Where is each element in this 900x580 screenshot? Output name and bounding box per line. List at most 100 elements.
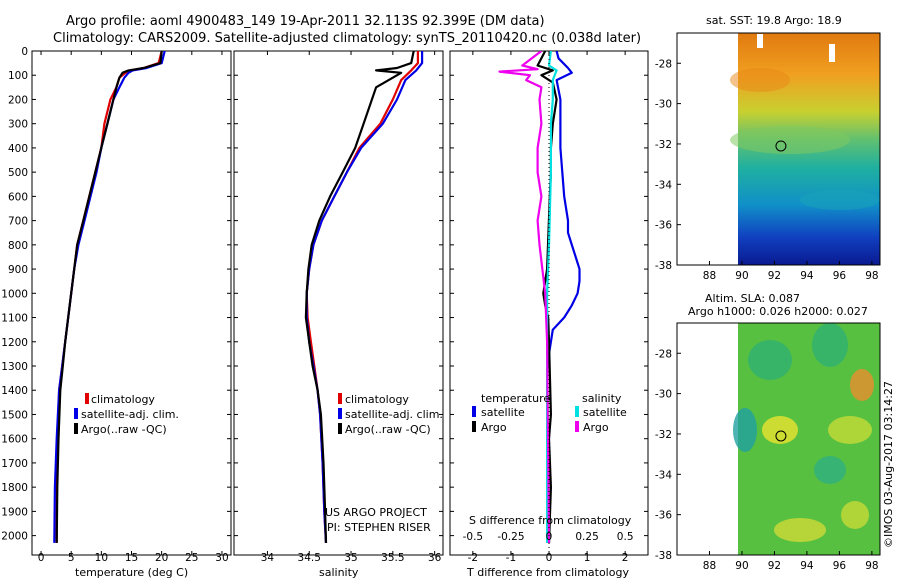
- legend-swatch-t-satellite: [472, 406, 476, 417]
- legend-swatch-satellite: [338, 408, 342, 419]
- x-top-tick-label: -0.5: [463, 531, 484, 543]
- legend-header-temperature: temperature: [481, 392, 550, 405]
- map-lat-label: -28: [655, 348, 672, 360]
- sla-heatmap-patch: [748, 340, 792, 380]
- x-tick-label: 20: [155, 552, 168, 564]
- map-lat-label: -30: [655, 99, 672, 111]
- x-tick-label: 34: [261, 552, 275, 564]
- map-lon-label: 88: [703, 560, 716, 572]
- x-tick-labels: 0 5 10 15 20 25 30 34 34.5 35 35.5 36 -2 -1 0 1 2 -0.5 -0.…: [38, 531, 634, 564]
- series-line-salinity-argo: [498, 51, 551, 543]
- map-lon-label: 92: [768, 560, 781, 572]
- legend-header-salinity: salinity: [582, 392, 622, 405]
- x-tick-label: 35.5: [381, 552, 404, 564]
- sst-map: [676, 32, 881, 266]
- map-lon-label: 92: [768, 270, 781, 282]
- map-lon-label: 98: [865, 270, 878, 282]
- map-lat-label: -34: [655, 179, 672, 191]
- salinity-legend: climatology satellite-adj. clim. Argo(..…: [325, 393, 443, 534]
- depth-tick-label: 2000: [1, 531, 28, 543]
- project-annotation: US ARGO PROJECT: [325, 506, 427, 519]
- depth-tick-label: 300: [8, 119, 28, 131]
- legend-label: satellite-adj. clim.: [345, 408, 443, 421]
- legend-label: Argo: [583, 421, 609, 434]
- salinity-xlabel: salinity: [319, 566, 359, 579]
- title-line-1: Argo profile: aoml 4900483_149 19-Apr-20…: [66, 14, 545, 29]
- x-tick-label: 5: [68, 552, 75, 564]
- legend-label: climatology: [91, 393, 155, 406]
- depth-tick-label: 1900: [1, 506, 28, 518]
- title-line-2: Climatology: CARS2009. Satellite-adjuste…: [53, 31, 641, 46]
- sst-map-title: sat. SST: 19.8 Argo: 18.9: [706, 14, 842, 27]
- x-tick-label: 35: [344, 552, 357, 564]
- depth-tick-label: 1200: [1, 337, 28, 349]
- legend-label: satellite: [481, 406, 525, 419]
- sst-missing-data: [829, 44, 835, 62]
- map-lat-label: -30: [655, 389, 672, 401]
- s-diff-xlabel: S difference from climatology: [469, 514, 632, 527]
- map-lat-label: -36: [655, 510, 672, 522]
- x-top-tick-label: 0: [546, 531, 553, 543]
- depth-tick-label: 400: [8, 143, 28, 155]
- map-lat-label: -38: [655, 260, 672, 272]
- legend-label: satellite-adj. clim.: [81, 408, 179, 421]
- x-tick-label: -1: [506, 552, 516, 564]
- depth-tick-label: 500: [8, 167, 28, 179]
- map-lon-label: 94: [800, 270, 814, 282]
- depth-tick-label: 0: [21, 46, 28, 58]
- sst-heatmap-patch: [800, 190, 880, 210]
- sst-heatmap-patch: [730, 126, 850, 154]
- imos-credit: ©IMOS 03-Aug-2017 03:14:27: [882, 381, 895, 548]
- sla-map-axes: [676, 322, 881, 556]
- legend-swatch-argo: [74, 423, 78, 434]
- sla-heatmap-patch: [733, 408, 757, 452]
- sla-map: [676, 322, 881, 556]
- depth-tick-label: 100: [8, 70, 28, 82]
- x-tick-label: 1: [584, 552, 591, 564]
- sla-heatmap-patch: [850, 369, 874, 401]
- axis-ticks: [32, 50, 648, 555]
- map-lon-label: 94: [800, 560, 814, 572]
- salinity-axes: [233, 50, 444, 556]
- map-tick-labels: 88 90 92 94 96 98 -28 -30 -32 -34 -36 -38 88 90 92 94 96…: [655, 58, 879, 572]
- sla-heatmap-patch: [762, 416, 798, 444]
- x-tick-label: 15: [125, 552, 138, 564]
- map-lon-label: 98: [865, 560, 878, 572]
- depth-tick-label: 900: [8, 264, 28, 276]
- map-lat-label: -36: [655, 220, 672, 232]
- argo-position-marker: [775, 430, 787, 442]
- x-tick-label: 2: [622, 552, 629, 564]
- map-lon-label: 90: [735, 560, 748, 572]
- map-lat-label: -32: [655, 139, 672, 151]
- sla-heatmap-patch: [841, 501, 869, 529]
- depth-tick-label: 1100: [1, 313, 28, 325]
- series-line-temperature-satellite: [545, 51, 581, 543]
- legend-swatch-s-satellite: [575, 406, 579, 417]
- x-tick-label: 10: [95, 552, 108, 564]
- sst-missing-data: [757, 34, 763, 48]
- series-line-argo-raw-qc-: [55, 51, 163, 543]
- sla-map-title-2: Argo h1000: 0.026 h2000: 0.027: [688, 305, 868, 318]
- sla-heatmap-patch: [814, 456, 846, 484]
- depth-tick-label: 1500: [1, 409, 28, 421]
- x-top-tick-label: 0.25: [575, 531, 598, 543]
- legend-label: Argo(..raw -QC): [345, 423, 431, 436]
- x-top-tick-label: 0.5: [617, 531, 634, 543]
- depth-tick-label: 1400: [1, 385, 28, 397]
- depth-tick-labels: 0 100 200 300 400 500 600 700 800 900 1000 1100 1200…: [1, 46, 28, 543]
- legend-swatch-satellite: [74, 408, 78, 419]
- series-line-climatology: [55, 51, 163, 543]
- depth-tick-label: 700: [8, 216, 28, 228]
- x-tick-label: -2: [468, 552, 478, 564]
- depth-tick-label: 1000: [1, 288, 28, 300]
- series-line-argo-raw-qc-: [304, 51, 415, 543]
- map-lat-label: -38: [655, 550, 672, 562]
- difference-legend: temperature salinity satellite Argo sate…: [472, 392, 627, 434]
- legend-label: climatology: [345, 393, 409, 406]
- legend-swatch-s-argo: [575, 421, 579, 432]
- map-lat-label: -34: [655, 469, 672, 481]
- legend-swatch-climatology: [338, 393, 342, 404]
- map-lat-label: -32: [655, 429, 672, 441]
- pi-annotation: PI: STEPHEN RISER: [327, 521, 431, 534]
